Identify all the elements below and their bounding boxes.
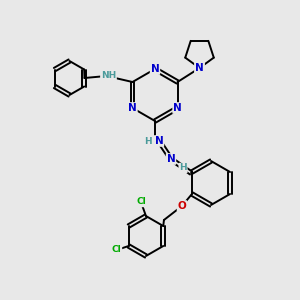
Text: Cl: Cl — [136, 197, 146, 206]
Text: N: N — [195, 63, 204, 73]
Text: N: N — [154, 136, 164, 146]
Text: NH: NH — [101, 70, 116, 80]
Text: N: N — [128, 103, 137, 113]
Text: N: N — [151, 64, 159, 74]
Text: N: N — [195, 63, 204, 73]
Text: O: O — [178, 201, 186, 211]
Text: H: H — [144, 136, 152, 146]
Text: Cl: Cl — [112, 245, 122, 254]
Text: H: H — [179, 164, 187, 172]
Text: N: N — [173, 103, 182, 113]
Text: N: N — [167, 154, 176, 164]
